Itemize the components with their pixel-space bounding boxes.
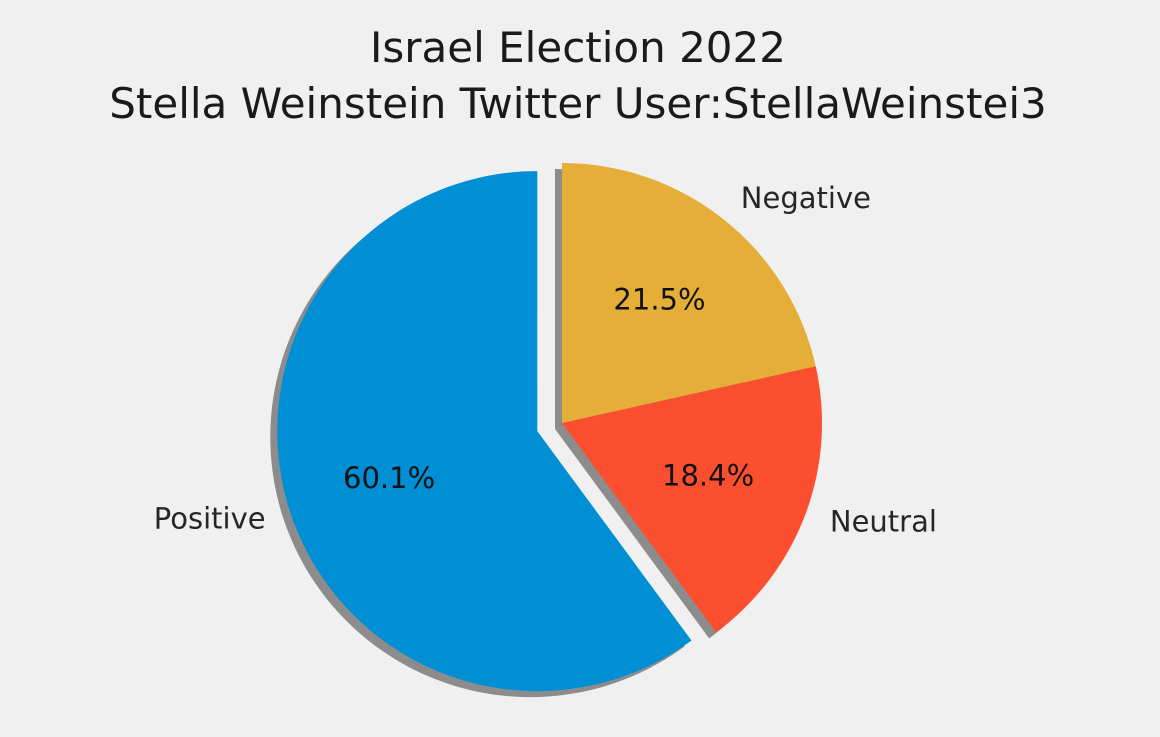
slice-label-neutral: Neutral: [830, 504, 937, 538]
slice-value-positive: 60.1%: [343, 461, 435, 495]
pie-slices: [277, 163, 823, 692]
slice-value-negative: 21.5%: [613, 282, 705, 316]
slice-label-negative: Negative: [741, 181, 871, 215]
chart-title: Israel Election 2022: [370, 23, 786, 72]
pie-labels: Positive 60.1% Neutral 18.4% Negative 21.5%: [154, 181, 937, 538]
slice-value-neutral: 18.4%: [662, 459, 754, 493]
slice-negative: [562, 163, 816, 423]
slice-label-positive: Positive: [154, 501, 266, 535]
slice-positive: [277, 171, 692, 692]
chart-subtitle: Stella Weinstein Twitter User:StellaWein…: [109, 79, 1047, 128]
slice-neutral: [562, 366, 823, 633]
